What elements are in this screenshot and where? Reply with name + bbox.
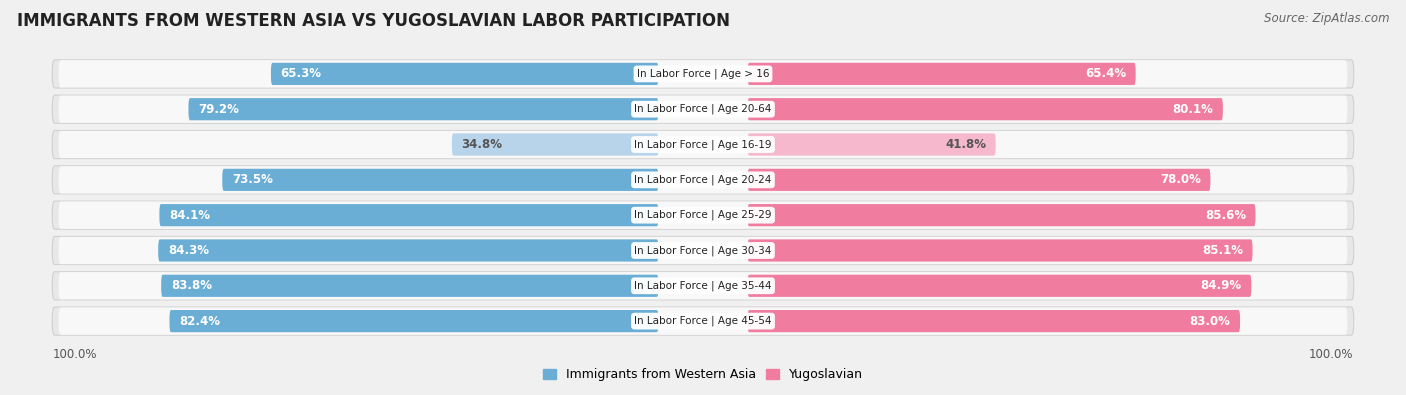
FancyBboxPatch shape [59, 96, 1347, 123]
Text: 100.0%: 100.0% [1309, 348, 1354, 361]
FancyBboxPatch shape [52, 201, 1354, 229]
FancyBboxPatch shape [188, 98, 658, 120]
Text: 41.8%: 41.8% [945, 138, 986, 151]
FancyBboxPatch shape [748, 204, 1256, 226]
FancyBboxPatch shape [52, 60, 1354, 88]
Text: In Labor Force | Age 20-64: In Labor Force | Age 20-64 [634, 104, 772, 115]
Text: In Labor Force | Age 45-54: In Labor Force | Age 45-54 [634, 316, 772, 326]
FancyBboxPatch shape [222, 169, 658, 191]
Text: IMMIGRANTS FROM WESTERN ASIA VS YUGOSLAVIAN LABOR PARTICIPATION: IMMIGRANTS FROM WESTERN ASIA VS YUGOSLAV… [17, 12, 730, 30]
FancyBboxPatch shape [52, 166, 1354, 194]
Text: In Labor Force | Age 25-29: In Labor Force | Age 25-29 [634, 210, 772, 220]
Text: 78.0%: 78.0% [1160, 173, 1201, 186]
FancyBboxPatch shape [52, 272, 1354, 300]
Text: 79.2%: 79.2% [198, 103, 239, 116]
FancyBboxPatch shape [52, 95, 1354, 123]
FancyBboxPatch shape [748, 310, 1240, 332]
Text: 84.3%: 84.3% [167, 244, 209, 257]
FancyBboxPatch shape [59, 60, 1347, 88]
Text: 82.4%: 82.4% [179, 314, 221, 327]
FancyBboxPatch shape [59, 201, 1347, 229]
Text: 85.6%: 85.6% [1205, 209, 1246, 222]
FancyBboxPatch shape [748, 169, 1211, 191]
FancyBboxPatch shape [748, 98, 1223, 120]
FancyBboxPatch shape [748, 63, 1136, 85]
Text: 73.5%: 73.5% [232, 173, 273, 186]
Text: In Labor Force | Age 35-44: In Labor Force | Age 35-44 [634, 280, 772, 291]
FancyBboxPatch shape [59, 166, 1347, 194]
Text: In Labor Force | Age 20-24: In Labor Force | Age 20-24 [634, 175, 772, 185]
Text: In Labor Force | Age > 16: In Labor Force | Age > 16 [637, 69, 769, 79]
Text: 84.1%: 84.1% [169, 209, 209, 222]
FancyBboxPatch shape [59, 307, 1347, 335]
FancyBboxPatch shape [271, 63, 658, 85]
FancyBboxPatch shape [59, 131, 1347, 158]
Text: 83.0%: 83.0% [1189, 314, 1230, 327]
Text: 83.8%: 83.8% [170, 279, 212, 292]
Text: In Labor Force | Age 16-19: In Labor Force | Age 16-19 [634, 139, 772, 150]
FancyBboxPatch shape [52, 307, 1354, 335]
FancyBboxPatch shape [59, 237, 1347, 264]
FancyBboxPatch shape [162, 275, 658, 297]
FancyBboxPatch shape [748, 275, 1251, 297]
FancyBboxPatch shape [170, 310, 658, 332]
FancyBboxPatch shape [159, 204, 658, 226]
FancyBboxPatch shape [52, 130, 1354, 158]
FancyBboxPatch shape [59, 272, 1347, 299]
FancyBboxPatch shape [451, 134, 658, 156]
Text: 34.8%: 34.8% [461, 138, 502, 151]
FancyBboxPatch shape [52, 237, 1354, 265]
Text: 100.0%: 100.0% [52, 348, 97, 361]
Text: 85.1%: 85.1% [1202, 244, 1243, 257]
Text: 65.4%: 65.4% [1085, 68, 1126, 81]
FancyBboxPatch shape [159, 239, 658, 261]
Text: 84.9%: 84.9% [1201, 279, 1241, 292]
Text: 80.1%: 80.1% [1173, 103, 1213, 116]
FancyBboxPatch shape [748, 239, 1253, 261]
FancyBboxPatch shape [748, 134, 995, 156]
Text: 65.3%: 65.3% [281, 68, 322, 81]
Legend: Immigrants from Western Asia, Yugoslavian: Immigrants from Western Asia, Yugoslavia… [538, 363, 868, 386]
Text: In Labor Force | Age 30-34: In Labor Force | Age 30-34 [634, 245, 772, 256]
Text: Source: ZipAtlas.com: Source: ZipAtlas.com [1264, 12, 1389, 25]
